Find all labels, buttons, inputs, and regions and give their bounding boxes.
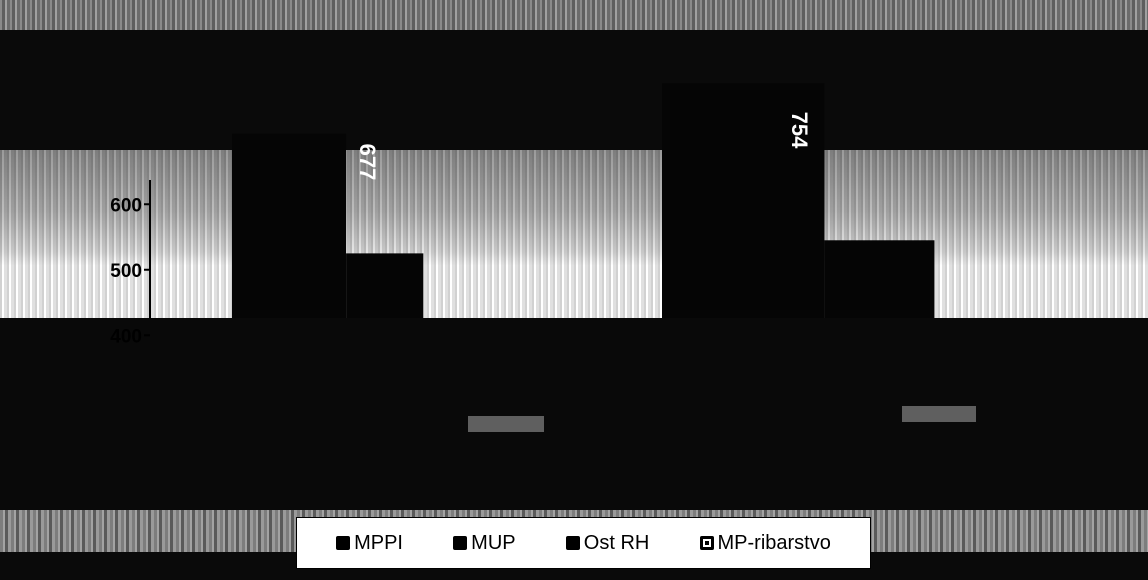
legend-item-ost-rh: Ost RH <box>565 531 650 555</box>
legend-swatch-mup <box>453 536 468 550</box>
legend-item-mppi: MPPI <box>336 532 403 555</box>
legend-label-ost-rh: Ost RH <box>583 531 650 554</box>
legend-label-mp-ribarstvo: MP-ribarstvo <box>717 531 831 554</box>
chart-legend: MPPI MUP Ost RH MP-ribarstvo <box>296 517 871 569</box>
y-tick-label: 600 <box>110 195 142 216</box>
bar-mppi <box>662 83 825 318</box>
bar-mup <box>346 253 424 318</box>
legend-item-mup: MUP <box>453 531 516 555</box>
legend-item-mp-ribarstvo: MP-ribarstvo <box>699 531 831 555</box>
legend-swatch-mppi <box>336 536 351 550</box>
data-label: 677 <box>355 144 380 181</box>
y-tick-label: 500 <box>110 261 142 282</box>
bar-mup <box>824 240 935 318</box>
data-label: 754 <box>787 112 812 149</box>
category-label-smudge <box>902 406 976 422</box>
legend-swatch-mp-ribarstvo <box>699 536 714 550</box>
legend-swatch-ost-rh <box>565 536 580 550</box>
y-tick-label: 400 <box>110 326 142 347</box>
legend-label-mppi: MPPI <box>354 531 403 554</box>
bar-mppi <box>232 133 347 318</box>
legend-label-mup: MUP <box>471 531 516 554</box>
plot-area-background <box>0 150 1148 325</box>
scan-noise-top <box>0 0 1148 30</box>
category-label-smudge <box>468 416 544 432</box>
